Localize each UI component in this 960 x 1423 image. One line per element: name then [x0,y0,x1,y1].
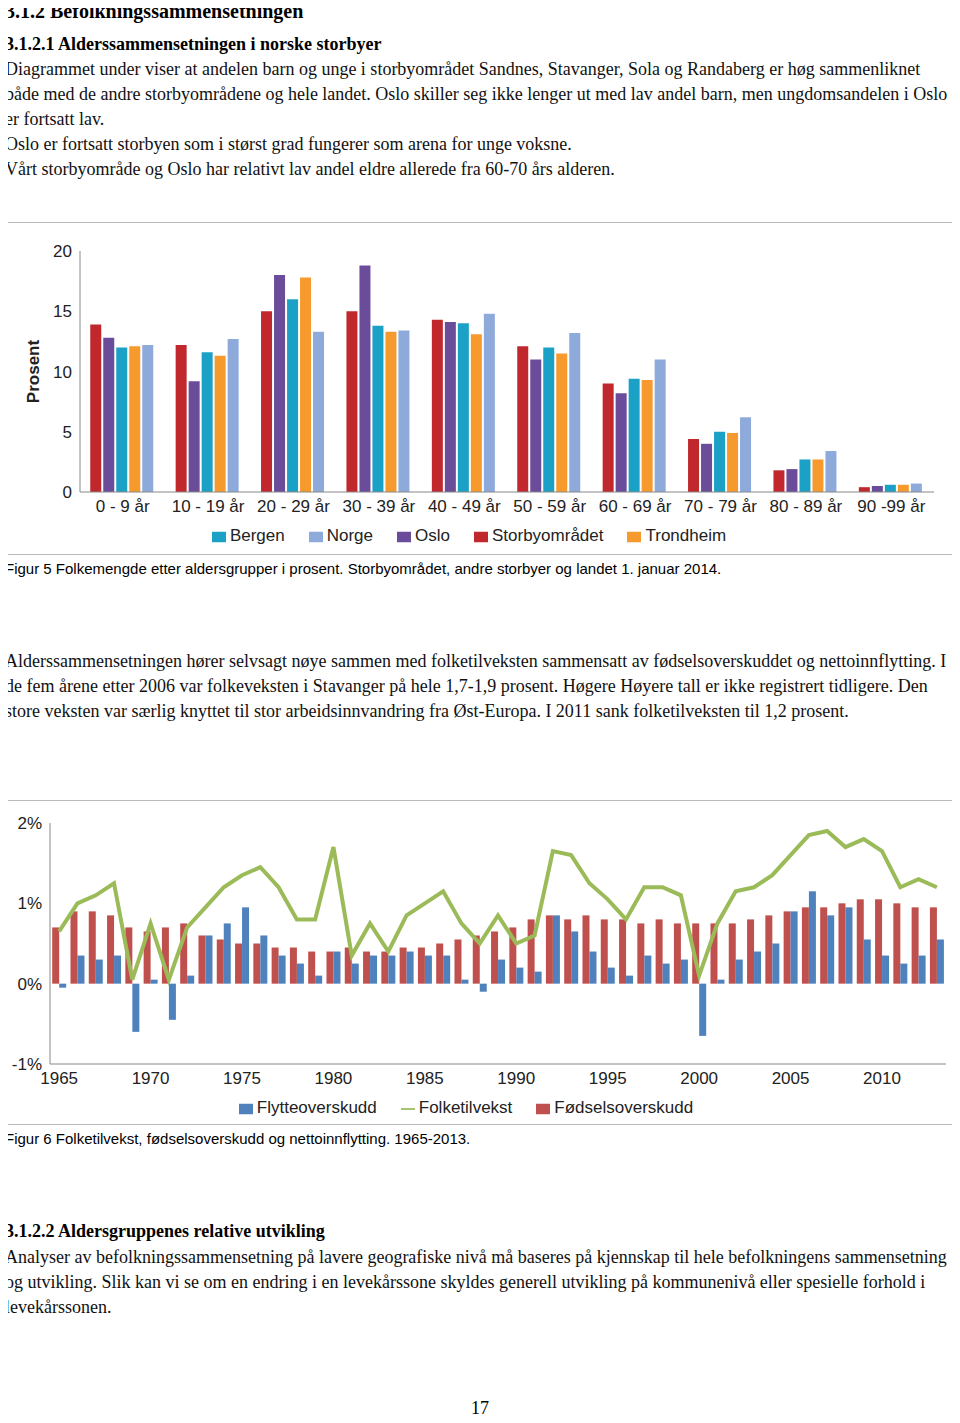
svg-text:1995: 1995 [589,1069,627,1088]
html-text:Fødselsoverskudd: Fødselsoverskudd [554,1098,694,1117]
html-text:3.1.2.2 Aldersgruppenes relati: 3.1.2.2 Aldersgruppenes relative utvikli… [5,1221,325,1241]
svg-text:2010: 2010 [863,1069,901,1088]
svg-text:2000: 2000 [680,1069,718,1088]
svg-text:80 - 89 år: 80 - 89 år [770,497,843,516]
svg-text:-1%: -1% [12,1055,42,1074]
html-text:17: 17 [471,1398,489,1418]
html-text:Diagrammet under viser at ande: Diagrammet under viser at andelen barn o… [5,59,948,129]
svg-text:0: 0 [63,483,72,502]
svg-text:1%: 1% [17,894,42,913]
svg-text:50 - 59 år: 50 - 59 år [513,497,586,516]
html-text:Figur 5 Folkemengde etter alde: Figur 5 Folkemengde etter aldersgrupper … [5,560,722,577]
svg-text:10 - 19 år: 10 - 19 år [172,497,245,516]
svg-text:1990: 1990 [497,1069,535,1088]
svg-text:15: 15 [53,302,72,321]
svg-text:1970: 1970 [132,1069,170,1088]
svg-text:90 -99 år: 90 -99 år [857,497,925,516]
html-text:3.1.2 Befolkningssammensetning: 3.1.2 Befolkningssammensetningen [5,0,304,22]
svg-text:Prosent: Prosent [24,340,43,404]
svg-text:40 - 49 år: 40 - 49 år [428,497,501,516]
svg-text:2%: 2% [17,814,42,833]
html-text:Figur 6 Folketilvekst, fødsels: Figur 6 Folketilvekst, fødselsoverskudd … [5,1130,471,1147]
html-text:Norge: Norge [326,526,373,545]
svg-text:5: 5 [63,423,72,442]
html-text:Vårt storbyområde og Oslo har: Vårt storbyområde og Oslo har relativt l… [5,159,615,179]
svg-text:20 - 29 år: 20 - 29 år [257,497,330,516]
svg-text:1980: 1980 [315,1069,353,1088]
svg-text:30 - 39 år: 30 - 39 år [343,497,416,516]
svg-text:20: 20 [53,242,72,261]
svg-text:1965: 1965 [40,1069,78,1088]
svg-text:2005: 2005 [772,1069,810,1088]
svg-text:1985: 1985 [406,1069,444,1088]
html-text:Trondheim: Trondheim [645,526,727,545]
svg-text:0 - 9 år: 0 - 9 år [96,497,150,516]
html-text:Oslo: Oslo [415,526,450,545]
svg-text:70 - 79 år: 70 - 79 år [684,497,757,516]
html-text:Flytteoverskudd: Flytteoverskudd [256,1098,377,1117]
svg-text:60 - 69 år: 60 - 69 år [599,497,672,516]
html-text:Storbyområdet: Storbyområdet [492,526,604,545]
html-text:Oslo er fortsatt storbyen som: Oslo er fortsatt storbyen som i størst g… [5,134,572,154]
svg-text:0%: 0% [17,975,42,994]
svg-text:1975: 1975 [223,1069,261,1088]
html-text:Bergen: Bergen [229,526,285,545]
html-text:Alderssammensetningen hører se: Alderssammensetningen hører selvsagt nøy… [5,651,947,721]
svg-text:10: 10 [53,363,72,382]
html-text:3.1.2.1 Alderssammensetningen: 3.1.2.1 Alderssammensetningen i norske s… [5,34,382,54]
html-text:Folketilvekst: Folketilvekst [418,1098,513,1117]
html-text:Analyser av befolkningssammens: Analyser av befolkningssammensetning på … [5,1247,947,1317]
